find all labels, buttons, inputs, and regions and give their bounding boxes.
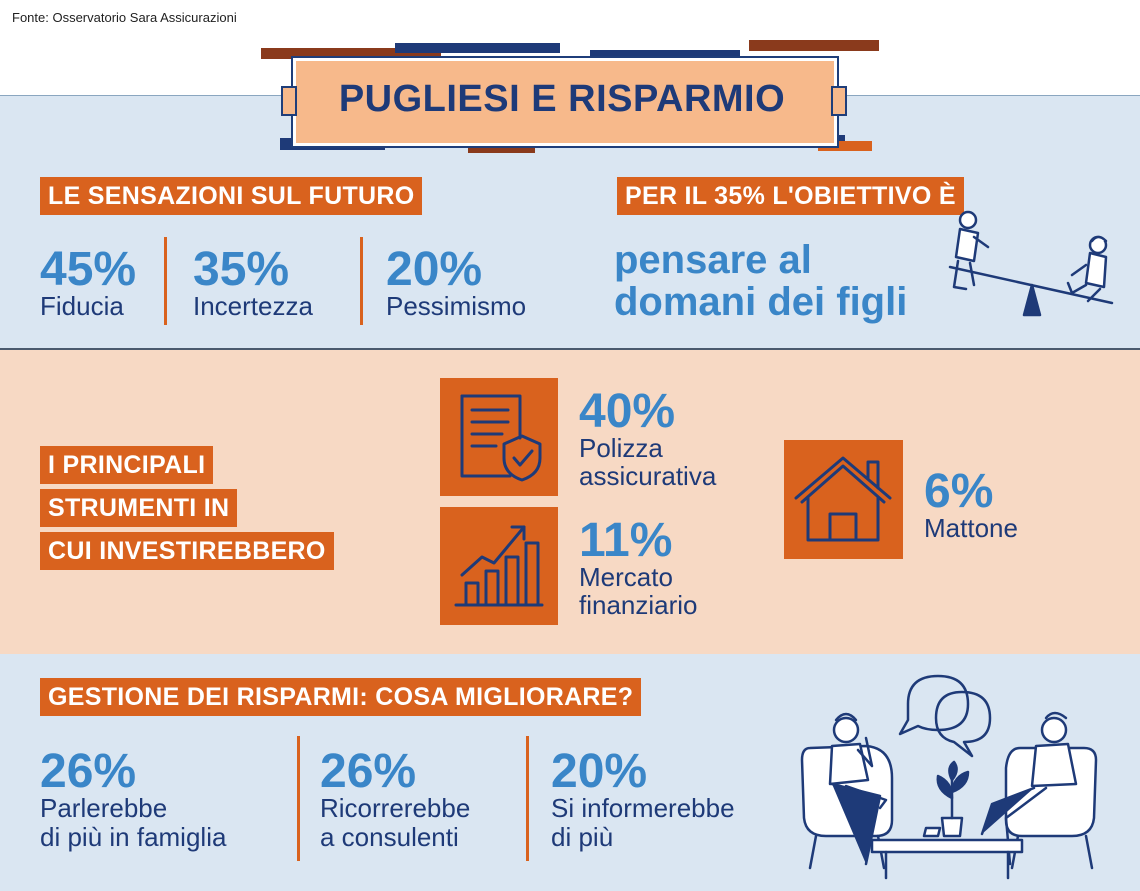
divider (360, 237, 363, 325)
tools-label-1a: Polizza (579, 433, 663, 463)
title-strip (749, 40, 879, 51)
tools-pct-3: 6% (924, 465, 994, 518)
savings-pct-2: 26% (320, 745, 417, 798)
growth-chart-icon (440, 507, 558, 625)
tools-pct-2: 11% (579, 514, 673, 567)
future-pct-1: 45% (40, 243, 137, 296)
savings-heading: GESTIONE DEI RISPARMI: COSA MIGLIORARE? (40, 678, 642, 716)
page-title: PUGLIESI E RISPARMIO (338, 77, 786, 120)
title-tab-right (831, 86, 847, 116)
title-tab-left (281, 86, 297, 116)
savings-pct-1: 26% (40, 745, 137, 798)
goal-heading: PER IL 35% L'OBIETTIVO È (617, 177, 964, 215)
future-label-1: Fiducia (40, 291, 124, 321)
savings-label-3b: di più (551, 822, 614, 852)
tools-pct-1: 40% (579, 385, 676, 438)
savings-label-2a: Ricorrerebbe (320, 793, 471, 823)
tools-heading-line-3: CUI INVESTIREBBERO (40, 532, 334, 570)
tools-label-2a: Mercato (579, 562, 673, 592)
seesaw-illustration (940, 205, 1120, 325)
savings-label-1b: di più in famiglia (40, 822, 227, 852)
title-strip (468, 145, 535, 153)
savings-pct-3: 20% (551, 745, 648, 798)
divider (164, 237, 167, 325)
savings-label-1a: Parlerebbe (40, 793, 168, 823)
savings-label-2b: a consulenti (320, 822, 459, 852)
tools-label-3: Mattone (924, 513, 1018, 543)
tools-heading-line-2: STRUMENTI IN (40, 489, 238, 527)
tools-label-1b: assicurativa (579, 461, 717, 491)
future-pct-3: 20% (386, 243, 483, 296)
future-pct-2: 35% (193, 243, 290, 296)
divider (526, 736, 529, 861)
title-strip (395, 43, 560, 53)
goal-line-2: domani dei figli (614, 280, 908, 324)
future-heading: LE SENSAZIONI SUL FUTURO (40, 177, 423, 215)
insurance-document-icon (440, 378, 558, 496)
goal-line-1: pensare al (614, 238, 812, 282)
future-label-2: Incertezza (193, 291, 313, 321)
tools-heading-line-1: I PRINCIPALI (40, 446, 214, 484)
tools-label-2b: finanziario (579, 590, 698, 620)
house-icon (784, 440, 903, 559)
title-strip (590, 50, 740, 60)
title-strip (261, 48, 441, 59)
savings-label-3a: Si informerebbe (551, 793, 735, 823)
conversation-illustration (796, 668, 1100, 880)
divider (297, 736, 300, 861)
future-label-3: Pessimismo (386, 291, 527, 321)
source-note: Fonte: Osservatorio Sara Assicurazioni (12, 10, 237, 25)
title-strip (818, 141, 872, 151)
